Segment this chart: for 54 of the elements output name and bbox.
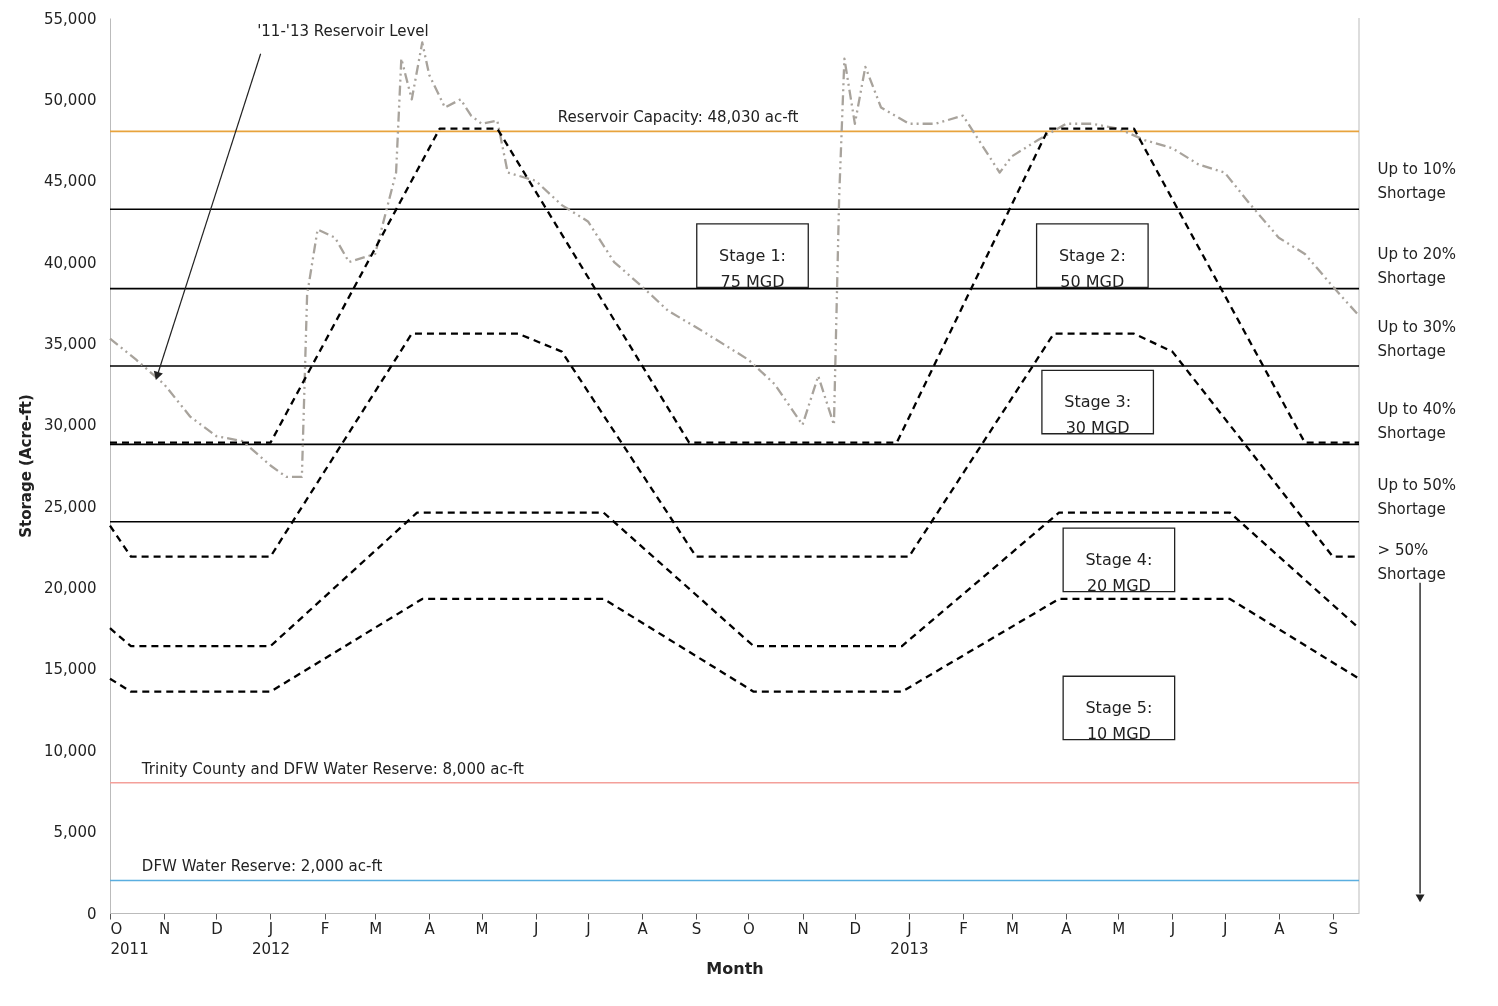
annotation: Stage 4: 20 MGD [1085, 549, 1153, 595]
x-tick-label: J [1221, 919, 1228, 938]
y-tick-label: 35,000 [44, 334, 97, 353]
x-tick-label: O [743, 919, 755, 938]
x-tick-label: M [1005, 919, 1019, 938]
text: Up to 50% Shortage [1377, 476, 1457, 519]
y-tick-label: 20,000 [44, 579, 97, 598]
x-tick-label: S [691, 919, 702, 938]
y-tick-label: 15,000 [44, 660, 97, 679]
annotation: Stage 3: 30 MGD [1064, 392, 1132, 438]
text: Up to 30% Shortage [1377, 318, 1457, 361]
y-tick-label: 0 [86, 904, 97, 923]
x-tick-label: J [1169, 919, 1176, 938]
x-tick-label: N [158, 919, 171, 938]
x-tick-label: A [1274, 919, 1286, 938]
x-tick-label: A [424, 919, 436, 938]
x-tick-label: M [369, 919, 383, 938]
y-tick-label: 30,000 [44, 416, 97, 435]
y-axis-title: Storage (Acre-ft) [17, 394, 36, 538]
y-tick-label: 45,000 [44, 172, 97, 191]
x-tick-label: F [320, 919, 330, 938]
y-tick-label: 40,000 [44, 253, 97, 272]
y-tick-label: 5,000 [53, 823, 97, 842]
ref-line-label: Trinity County and DFW Water Reserve: 8,000 ac-ft [140, 759, 525, 778]
x-tick-label: F [959, 919, 968, 938]
ref-line-label: Reservoir Capacity: 48,030 ac-ft [557, 108, 799, 127]
text: Up to 40% Shortage [1377, 399, 1457, 442]
y-tick-label: 55,000 [44, 9, 97, 28]
x-tick-label: J 2013 [890, 919, 929, 958]
x-tick-label: N [797, 919, 809, 938]
x-tick-label: D [849, 919, 862, 938]
x-tick-label: S [1328, 919, 1339, 938]
x-tick-label: A [637, 919, 649, 938]
text: Up to 20% Shortage [1377, 244, 1457, 287]
text: Up to 10% Shortage [1377, 160, 1457, 203]
x-axis-title: Month [706, 958, 764, 978]
x-tick-label: D [211, 919, 223, 938]
x-tick-label: M [475, 919, 489, 938]
x-tick-label: O 2011 [110, 919, 149, 958]
x-tick-label: J [532, 919, 539, 938]
x-tick-label: J [585, 919, 591, 938]
x-tick-label: A [1061, 919, 1073, 938]
text: > 50% Shortage [1377, 541, 1446, 584]
y-tick-label: 25,000 [44, 497, 97, 516]
annotation: '11-'13 Reservoir Level [257, 22, 429, 41]
ref-line-label: DFW Water Reserve: 2,000 ac-ft [141, 857, 383, 876]
x-tick-label: M [1112, 919, 1126, 938]
annotation: Stage 2: 50 MGD [1058, 245, 1126, 291]
annotation: Stage 5: 10 MGD [1085, 697, 1153, 743]
y-tick-label: 10,000 [44, 741, 97, 760]
line-series [108, 41, 1361, 479]
y-tick-label: 50,000 [44, 90, 97, 109]
x-tick-label: J 2012 [251, 919, 291, 958]
annotation: Stage 1: 75 MGD [719, 245, 786, 291]
